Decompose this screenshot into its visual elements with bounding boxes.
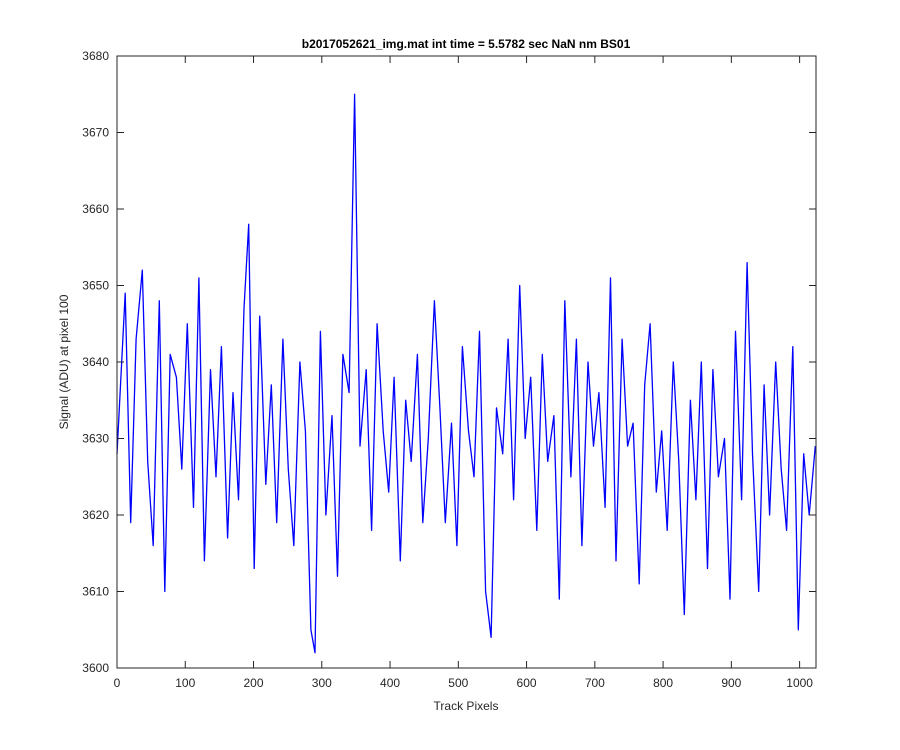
y-axis-label: Signal (ADU) at pixel 100 xyxy=(57,294,71,429)
chart-title: b2017052621_img.mat int time = 5.5782 se… xyxy=(302,37,631,51)
x-tick-label: 100 xyxy=(175,676,195,690)
x-tick-label: 1000 xyxy=(786,676,813,690)
x-tick-label: 900 xyxy=(721,676,741,690)
x-tick-label: 0 xyxy=(114,676,121,690)
y-tick-label: 3640 xyxy=(82,355,109,369)
y-tick-label: 3680 xyxy=(82,49,109,63)
y-tick-label: 3670 xyxy=(82,126,109,140)
x-tick-label: 500 xyxy=(448,676,468,690)
data-layer xyxy=(116,93,816,654)
y-tick-label: 3650 xyxy=(82,279,109,293)
x-tick-label: 600 xyxy=(517,676,537,690)
x-tick-label: 200 xyxy=(244,676,264,690)
x-tick-label: 800 xyxy=(653,676,673,690)
y-tick-label: 3630 xyxy=(82,432,109,446)
y-tick-label: 3600 xyxy=(82,661,109,675)
axes-box xyxy=(116,55,817,669)
y-tick-label: 3620 xyxy=(82,508,109,522)
y-tick-label: 3660 xyxy=(82,202,109,216)
plot-area xyxy=(117,56,816,668)
x-tick-label: 300 xyxy=(312,676,332,690)
x-tick-label: 400 xyxy=(380,676,400,690)
y-tick-label: 3610 xyxy=(82,585,109,599)
x-axis-label: Track Pixels xyxy=(434,699,499,713)
series-line xyxy=(116,93,816,654)
x-tick-label: 700 xyxy=(585,676,605,690)
tick-layer: 0 100 200 300 400 500 600 700 800 900 1000 3600 3610… xyxy=(82,49,816,690)
